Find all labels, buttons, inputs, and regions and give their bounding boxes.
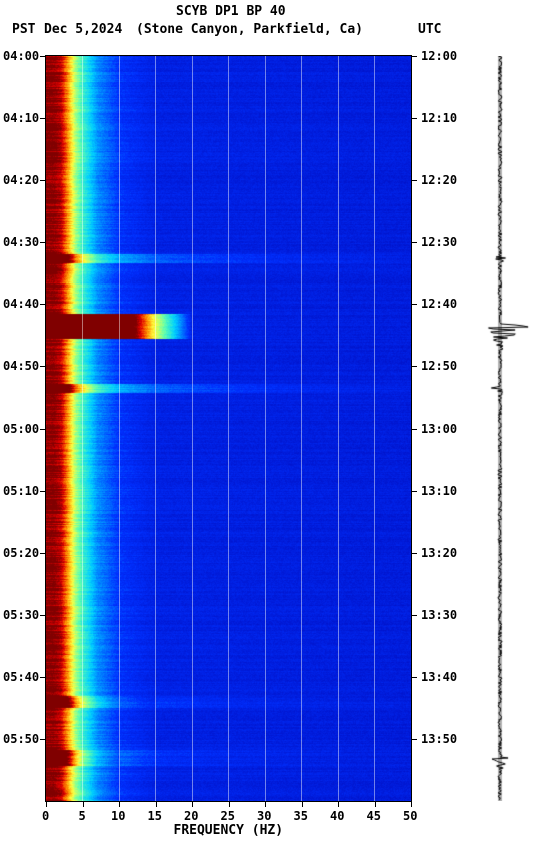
freq-axis-label: FREQUENCY (HZ) bbox=[174, 823, 284, 838]
time-left-9: 05:30 bbox=[3, 608, 39, 622]
freq-tick-30: 30 bbox=[257, 809, 271, 823]
header-pst_label: PST bbox=[12, 22, 35, 37]
time-right-5: 12:50 bbox=[421, 359, 457, 373]
freq-tick-15: 15 bbox=[148, 809, 162, 823]
freq-tick-10: 10 bbox=[111, 809, 125, 823]
freq-tick-5: 5 bbox=[79, 809, 86, 823]
header-site: (Stone Canyon, Parkfield, Ca) bbox=[136, 22, 363, 37]
time-left-1: 04:10 bbox=[3, 111, 39, 125]
seismogram-trace bbox=[463, 56, 537, 801]
time-right-0: 12:00 bbox=[421, 49, 457, 63]
time-right-6: 13:00 bbox=[421, 422, 457, 436]
time-right-3: 12:30 bbox=[421, 235, 457, 249]
time-left-5: 04:50 bbox=[3, 359, 39, 373]
freq-tick-50: 50 bbox=[403, 809, 417, 823]
time-left-4: 04:40 bbox=[3, 297, 39, 311]
time-left-10: 05:40 bbox=[3, 670, 39, 684]
time-left-2: 04:20 bbox=[3, 173, 39, 187]
header-utc_label: UTC bbox=[418, 22, 441, 37]
time-right-1: 12:10 bbox=[421, 111, 457, 125]
freq-tick-35: 35 bbox=[294, 809, 308, 823]
time-right-10: 13:40 bbox=[421, 670, 457, 684]
freq-tick-25: 25 bbox=[221, 809, 235, 823]
header-date: Dec 5,2024 bbox=[44, 22, 122, 37]
freq-tick-45: 45 bbox=[367, 809, 381, 823]
freq-tick-40: 40 bbox=[330, 809, 344, 823]
time-left-7: 05:10 bbox=[3, 484, 39, 498]
time-right-9: 13:30 bbox=[421, 608, 457, 622]
time-right-11: 13:50 bbox=[421, 732, 457, 746]
spectrogram-frame bbox=[45, 55, 412, 802]
time-left-0: 04:00 bbox=[3, 49, 39, 63]
time-right-7: 13:10 bbox=[421, 484, 457, 498]
title: SCYB DP1 BP 40 bbox=[176, 4, 286, 19]
time-left-11: 05:50 bbox=[3, 732, 39, 746]
freq-tick-0: 0 bbox=[42, 809, 49, 823]
freq-tick-20: 20 bbox=[184, 809, 198, 823]
time-left-3: 04:30 bbox=[3, 235, 39, 249]
time-right-2: 12:20 bbox=[421, 173, 457, 187]
time-left-6: 05:00 bbox=[3, 422, 39, 436]
time-right-8: 13:20 bbox=[421, 546, 457, 560]
time-right-4: 12:40 bbox=[421, 297, 457, 311]
time-left-8: 05:20 bbox=[3, 546, 39, 560]
